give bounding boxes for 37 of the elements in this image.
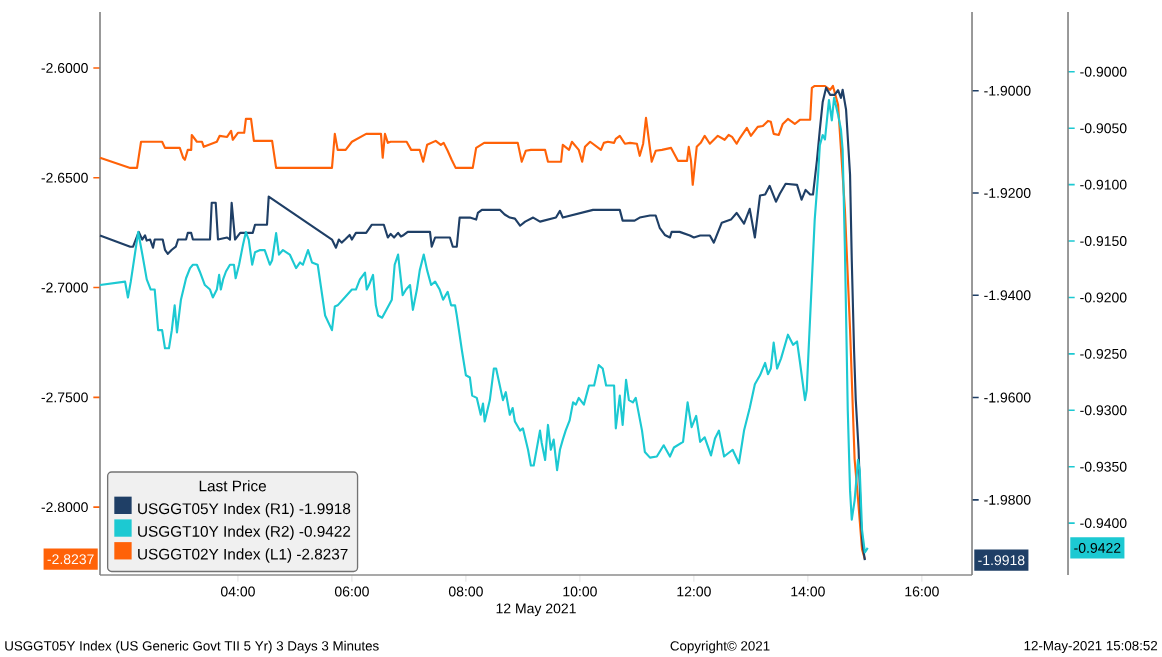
x-axis-title: 12 May 2021 (496, 603, 576, 617)
legend-label: USGGT05Y Index (R1) -1.9918 (138, 502, 351, 518)
legend-label: USGGT10Y Index (R2) -0.9422 (138, 525, 351, 540)
x-tick-label: 16:00 (905, 586, 939, 597)
x-tick-label: 06:00 (334, 586, 369, 597)
y2-tick-label: -1.9600 (984, 392, 1031, 403)
y3-tick-label: -0.9050 (1080, 123, 1127, 134)
text: -2.8237 (47, 554, 94, 565)
y2-tick-label: -1.9400 (984, 290, 1031, 301)
y3-tick-label: -0.9350 (1080, 461, 1127, 472)
y3-tick-label: -0.9000 (1080, 66, 1127, 77)
y-tick-label: -2.6500 (41, 172, 88, 183)
legend-label: USGGT02Y Index (L1) -2.8237 (138, 548, 348, 563)
y3-tick-label: -0.9400 (1080, 518, 1127, 529)
y3-tick-label: -0.9250 (1080, 348, 1127, 359)
x-tick-label: 08:00 (448, 586, 483, 597)
text: USGGT05Y Index (US Generic Govt TII 5 Yr) 3 Days 3 Minutes (5, 640, 379, 654)
y2-tick-label: -1.9000 (984, 85, 1031, 96)
y3-tick-label: -0.9150 (1080, 236, 1127, 246)
text: Copyright© 2021 (670, 640, 770, 654)
y-tick-label: -2.8000 (41, 502, 88, 513)
y-tick-label: -2.6000 (41, 63, 88, 73)
legend-title: Last Price (199, 480, 266, 492)
y2-tick-label: -1.9200 (984, 188, 1031, 198)
y3-tick-label: -0.9200 (1080, 292, 1127, 303)
y-tick-label: -2.7000 (41, 282, 88, 293)
text: -1.9918 (978, 555, 1025, 566)
x-tick-label: 12:00 (677, 586, 711, 597)
text: 12-May-2021 15:08:52 (1024, 640, 1158, 654)
y-tick-label: -2.7500 (41, 392, 88, 403)
y2-tick-label: -1.9800 (984, 494, 1031, 505)
x-tick-label: 04:00 (220, 586, 255, 597)
x-tick-label: 10:00 (563, 586, 597, 597)
text: -0.9422 (1074, 542, 1121, 553)
y3-tick-label: -0.9100 (1080, 179, 1127, 190)
x-tick-label: 14:00 (791, 586, 825, 597)
y3-tick-label: -0.9300 (1080, 405, 1127, 416)
